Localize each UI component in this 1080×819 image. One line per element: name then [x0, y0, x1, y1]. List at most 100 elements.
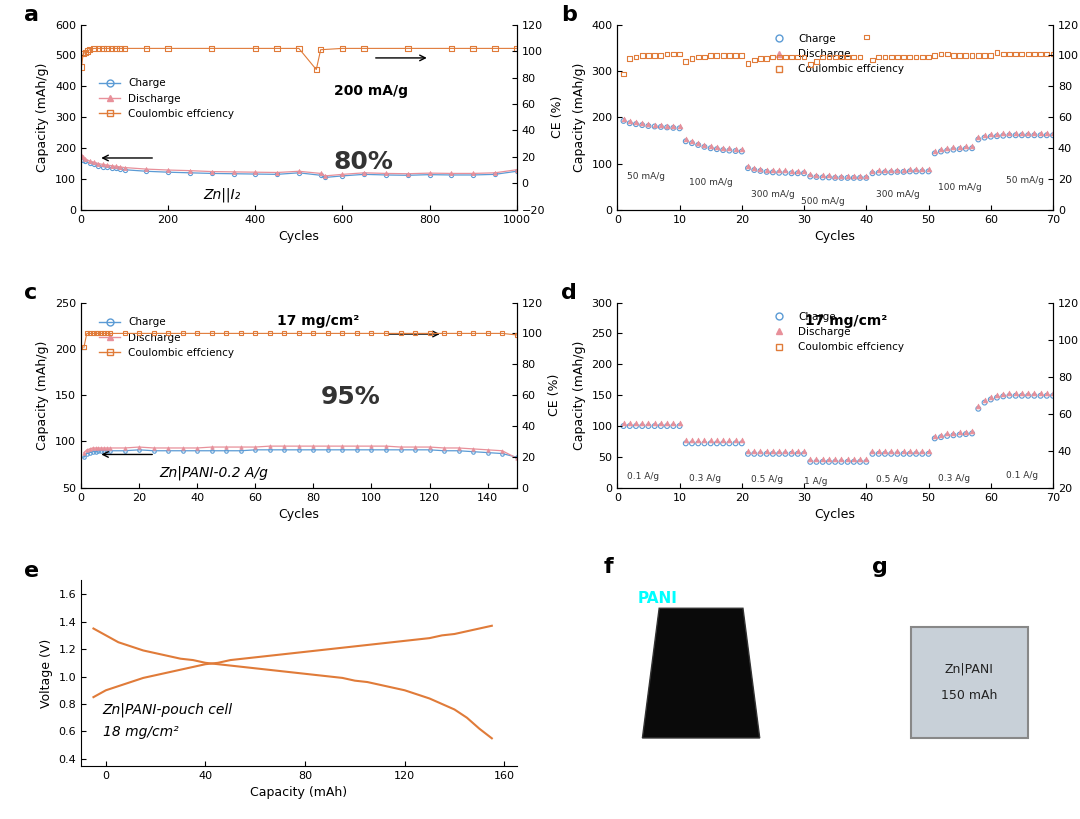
Point — [932, 143, 949, 156]
Point — [659, 121, 676, 134]
Point — [355, 42, 373, 55]
Point — [1007, 129, 1024, 142]
Point — [639, 49, 657, 62]
Text: 95%: 95% — [321, 386, 380, 410]
Point — [882, 447, 900, 460]
Point — [72, 61, 90, 74]
Point — [1031, 48, 1049, 61]
Point — [864, 165, 881, 178]
Point — [639, 120, 657, 133]
Text: 50 mA/g: 50 mA/g — [626, 172, 664, 181]
Point — [808, 81, 825, 94]
Point — [795, 51, 812, 64]
Point — [684, 434, 701, 447]
Point — [765, 72, 782, 85]
Point — [901, 70, 918, 83]
Point — [464, 42, 482, 55]
Point — [1038, 389, 1055, 402]
Point — [621, 52, 638, 65]
Point — [939, 142, 956, 155]
Point — [795, 167, 812, 180]
Point — [758, 163, 775, 176]
Point — [1001, 48, 1018, 61]
Point — [696, 51, 713, 64]
Point — [926, 429, 943, 442]
Point — [939, 57, 956, 70]
Point — [876, 444, 893, 457]
Point — [634, 55, 651, 68]
Point — [677, 135, 694, 148]
Point — [727, 434, 744, 447]
Text: 0.1 A/g: 0.1 A/g — [1007, 471, 1039, 480]
Point — [926, 61, 943, 74]
Point — [715, 437, 732, 450]
Point — [920, 51, 937, 64]
Point — [789, 51, 807, 64]
Text: 100 mA/g: 100 mA/g — [937, 183, 982, 192]
Point — [926, 144, 943, 157]
Point — [646, 49, 663, 62]
Point — [976, 37, 994, 50]
Point — [876, 165, 893, 179]
Point — [926, 49, 943, 62]
Point — [639, 118, 657, 131]
Point — [107, 42, 124, 55]
Point — [970, 133, 987, 146]
Point — [777, 51, 794, 64]
Point — [982, 393, 999, 406]
Point — [839, 77, 856, 90]
Point — [689, 437, 706, 450]
Point — [889, 51, 906, 64]
Point — [1044, 129, 1062, 142]
Point — [939, 48, 956, 61]
Text: Zn|PANI-pouch cell: Zn|PANI-pouch cell — [103, 703, 233, 717]
Point — [708, 434, 726, 447]
Point — [945, 429, 962, 442]
Point — [876, 164, 893, 177]
Point — [765, 165, 782, 179]
Point — [882, 444, 900, 457]
Point — [920, 162, 937, 175]
Point — [664, 48, 681, 61]
Point — [715, 434, 732, 447]
Point — [770, 164, 787, 177]
Point — [720, 66, 738, 79]
Point — [858, 452, 875, 465]
Point — [671, 55, 688, 68]
Point — [926, 432, 943, 445]
Point — [864, 447, 881, 460]
Point — [615, 61, 632, 74]
Point — [821, 455, 838, 468]
Point — [907, 447, 924, 460]
Point — [814, 455, 832, 468]
Point — [970, 49, 987, 62]
Point — [702, 142, 719, 155]
Point — [951, 55, 969, 68]
Point — [889, 163, 906, 176]
Point — [932, 48, 949, 61]
Point — [1038, 49, 1055, 62]
Point — [988, 129, 1005, 143]
Text: 0.5 A/g: 0.5 A/g — [876, 476, 907, 485]
Point — [1044, 387, 1062, 400]
Point — [870, 444, 888, 457]
Point — [801, 58, 819, 71]
Point — [957, 140, 974, 153]
Point — [334, 42, 351, 55]
Point — [708, 49, 726, 62]
Text: f: f — [604, 557, 613, 577]
Point — [646, 419, 663, 432]
Point — [920, 444, 937, 457]
Point — [858, 171, 875, 184]
Point — [745, 164, 762, 177]
Point — [627, 118, 645, 131]
Point — [1031, 389, 1049, 402]
Point — [939, 429, 956, 442]
Text: 100 mA/g: 100 mA/g — [689, 179, 732, 188]
Point — [1001, 389, 1018, 402]
Text: Zn|PANI: Zn|PANI — [945, 663, 994, 676]
Point — [696, 437, 713, 450]
Point — [727, 437, 744, 450]
Point — [976, 49, 994, 62]
Point — [770, 72, 787, 85]
